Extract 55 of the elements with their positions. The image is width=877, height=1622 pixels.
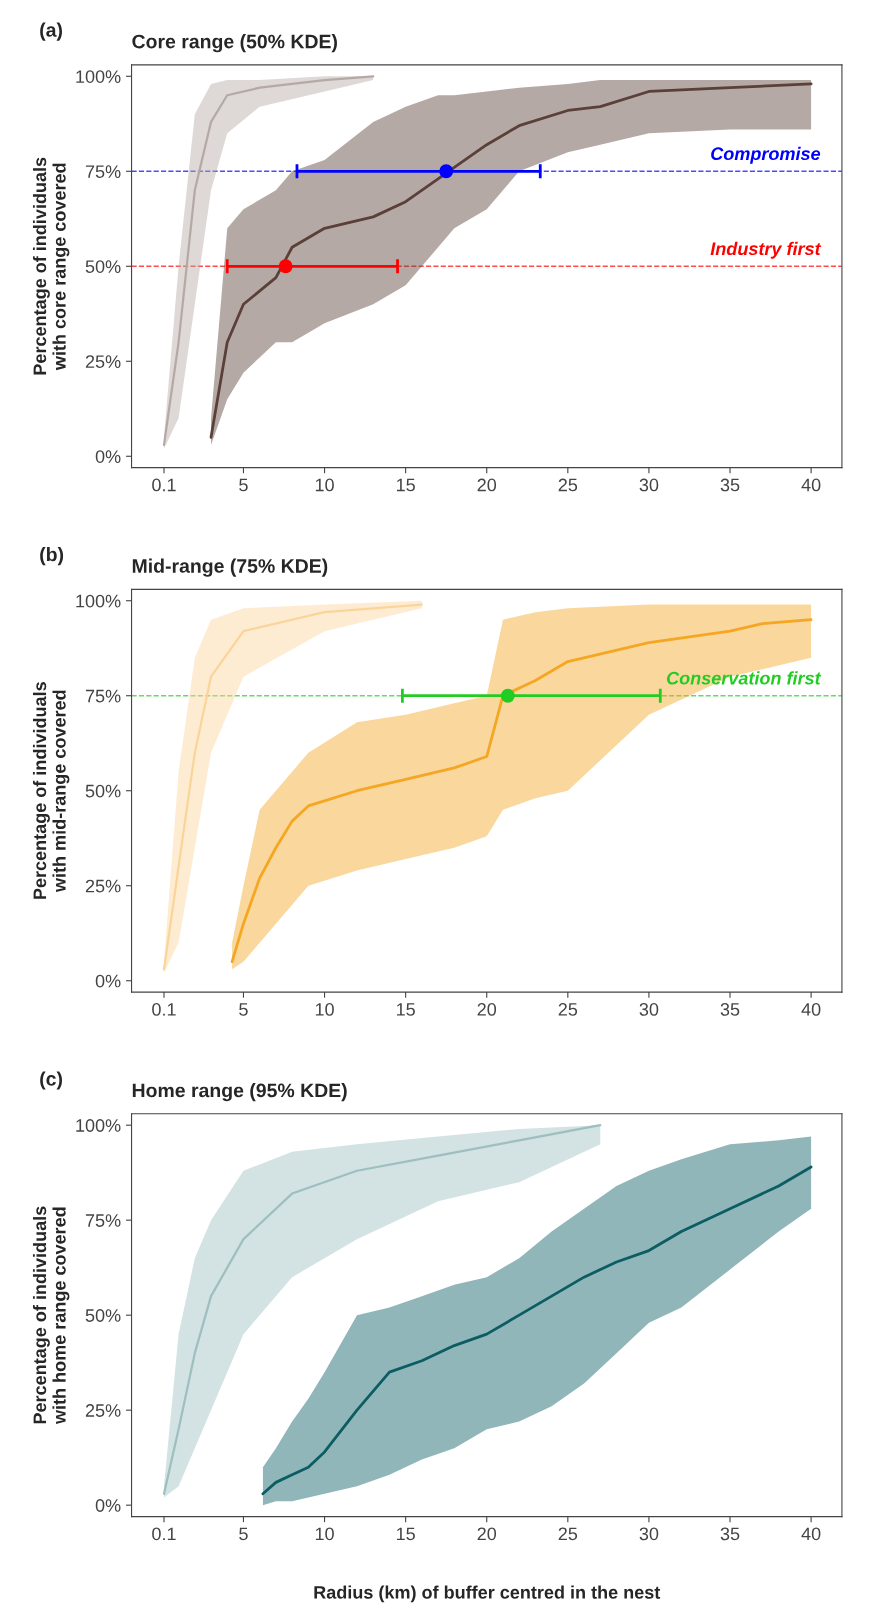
x-tick-label: 15 (396, 1003, 415, 1016)
text: (a) (40, 22, 62, 41)
ref-line-label: Compromise (711, 146, 821, 164)
x-tick-label: 15 (396, 478, 415, 492)
ref-line-label: Industry first (710, 241, 822, 259)
x-tick-label: 20 (477, 478, 497, 492)
y-axis-title: Percentage of individuals with mid-range covered (32, 682, 70, 899)
y-axis-title: Percentage of individuals with home range covered (32, 1206, 70, 1425)
x-tick-label: 35 (720, 1003, 740, 1016)
x-tick-label: 30 (639, 1527, 659, 1541)
x-tick-label: 10 (315, 1003, 334, 1016)
y-tick-label: 100% (76, 594, 121, 608)
y-tick-label: 0% (95, 1499, 121, 1512)
x-tick-label: 40 (801, 1003, 821, 1016)
x-tick-label: 5 (239, 1527, 248, 1541)
y-tick-label: 25% (85, 355, 121, 368)
x-tick-label: 35 (720, 1527, 740, 1541)
x-tick-label: 10 (315, 478, 334, 492)
x-tick-label: 15 (396, 1527, 415, 1541)
y-tick-label: 75% (85, 165, 121, 178)
y-axis-title: Percentage of individuals with core range covered (32, 157, 70, 375)
x-tick-label: 30 (639, 1003, 659, 1016)
x-tick-label: 35 (720, 478, 740, 492)
y-tick-label: 75% (85, 689, 121, 703)
x-tick-label: 25 (558, 1527, 578, 1541)
x-tick-label: 0.1 (152, 1527, 176, 1541)
x-tick-label: 0.1 (152, 1003, 176, 1016)
ref-line-label: Conservation first (667, 671, 822, 685)
x-tick-label: 40 (801, 1527, 821, 1541)
x-tick-label: 30 (639, 478, 659, 492)
text: (c) (40, 1071, 62, 1090)
x-tick-label: 25 (558, 478, 578, 492)
x-axis-title: Radius (km) of buffer centred in the nest (314, 1585, 661, 1603)
x-tick-label: 10 (315, 1527, 334, 1541)
chart-title: Mid-range (75% KDE) (132, 558, 328, 577)
chart-title: Core range (50% KDE) (132, 34, 337, 53)
y-tick-label: 50% (85, 784, 121, 798)
y-tick-label: 0% (95, 974, 121, 988)
y-tick-label: 100% (76, 1119, 121, 1132)
y-tick-label: 0% (95, 450, 121, 463)
text: (b) (40, 547, 64, 566)
x-tick-label: 40 (801, 478, 821, 492)
x-tick-label: 20 (477, 1003, 497, 1016)
y-tick-label: 100% (76, 70, 121, 83)
y-tick-label: 50% (85, 1309, 121, 1322)
x-tick-label: 25 (558, 1003, 578, 1016)
y-tick-label: 25% (85, 1404, 121, 1417)
y-tick-label: 75% (85, 1214, 121, 1227)
x-tick-label: 5 (239, 478, 248, 492)
x-tick-label: 0.1 (152, 478, 176, 492)
y-tick-label: 50% (85, 260, 121, 273)
x-tick-label: 5 (239, 1003, 248, 1016)
chart-title: Home range (95% KDE) (132, 1083, 347, 1102)
x-tick-label: 20 (477, 1527, 497, 1541)
y-tick-label: 25% (85, 879, 121, 893)
